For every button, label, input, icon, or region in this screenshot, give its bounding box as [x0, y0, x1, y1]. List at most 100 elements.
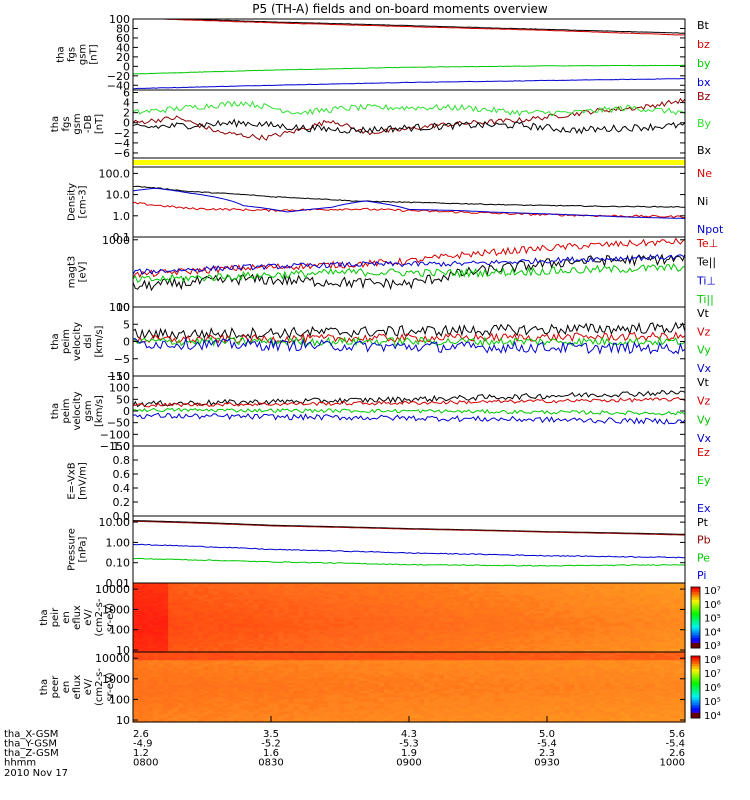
svg-text:[nT]: [nT] [94, 114, 105, 134]
colorbar-tick: 10⁸ [704, 655, 721, 666]
series-group-pressure [132, 520, 686, 567]
svg-text:tha: tha [50, 403, 61, 419]
y-tick-vgsm: −150 [100, 440, 130, 453]
colorbar-tick: 10⁵ [704, 697, 721, 708]
series-density-npot [132, 187, 685, 219]
series-temp-te [132, 237, 686, 279]
y-tick-vgsm: 100 [109, 382, 130, 395]
footer-value: 1.6 [263, 748, 279, 759]
svg-text:tha: tha [50, 333, 61, 349]
footer-value: -4.9 [133, 739, 153, 750]
panel-frame [132, 515, 686, 584]
series-vgsm-vz [132, 397, 686, 408]
panel-efield: 1.00.80.60.40.20.0 E=-VxB [mV/m] Ez Ey Ex [67, 440, 711, 523]
y-tick-fgs: 60 [116, 32, 130, 45]
panel-pressure: 10.00 1.00 0.10 0.01 Pressure [nPa] Pt Pb Pe Pi [67, 515, 711, 590]
legend-fgs-by: by [697, 57, 711, 70]
y-tick-vgsm: 0 [123, 405, 130, 418]
svg-text:fgs: fgs [67, 47, 78, 62]
y-tick-peir: 1000 [102, 603, 130, 616]
footer-row-label: tha_X-GSM [4, 729, 58, 740]
legend-density-ne: Ne [697, 167, 712, 180]
svg-text:gsm: gsm [78, 44, 89, 65]
y-tick-efield: 0.6 [113, 468, 131, 481]
svg-text:[eV]: [eV] [78, 262, 89, 283]
flag-bar [133, 160, 685, 165]
legend-vdsl-vy: Vy [697, 344, 711, 357]
footer-row-label: tha_Y-GSM [4, 739, 57, 750]
ephemeris-footer: tha_X-GSM 2.6 3.5 4.3 5.0 5.6 tha_Y-GSM -4.9 -5.… [4, 716, 686, 779]
footer-value: 2.3 [539, 748, 555, 759]
svg-text:E=-VxB: E=-VxB [67, 462, 78, 499]
y-tick-fgs: 80 [116, 22, 130, 35]
footer-value: -5.4 [665, 739, 685, 750]
legend-fgs-bx: bx [697, 76, 711, 89]
y-axis-label-fgs: tha fgs gsm [nT] [56, 44, 100, 65]
y-axis-label-density: Density [cm-3] [67, 183, 89, 221]
y-tick-vdsl: 0 [123, 336, 130, 349]
series-temp-ti [132, 253, 686, 275]
y-tick-efield: 0.2 [113, 496, 131, 509]
footer-value: 0900 [396, 758, 421, 769]
series-group-density [132, 185, 686, 219]
panel-flag [132, 157, 686, 168]
svg-text:velocity: velocity [72, 391, 83, 430]
svg-text:tha: tha [56, 46, 67, 62]
colorbar-tick: 10³ [704, 641, 721, 652]
panel-frame [132, 445, 686, 517]
series-fgs-by [132, 64, 686, 75]
legend-dbfgs-bz: Bz [697, 90, 711, 103]
y-tick-dbfgs: −4 [114, 137, 130, 150]
series-group-dbfgs [132, 97, 686, 141]
series-vgsm-vy [133, 407, 686, 416]
series-vgsm-vx [132, 412, 686, 425]
series-density-ni [132, 185, 686, 208]
footer-value: 1000 [660, 758, 685, 769]
panel-density: 100.0 10.0 1.0 0.1 Density [cm-3] Ne Ni Npot [67, 166, 724, 244]
footer-date: 2010 Nov 17 [4, 768, 68, 779]
y-tick-density: 100.0 [99, 167, 131, 180]
y-tick-pressure: 0.10 [106, 557, 131, 570]
y-tick-pressure: 10.00 [99, 516, 131, 529]
y-tick-pressure: 1.00 [106, 536, 131, 549]
series-pressure-pi [132, 543, 685, 559]
svg-text:velocity: velocity [72, 322, 83, 361]
legend-vgsm-vt: Vt [697, 376, 710, 389]
y-tick-efield: 0.4 [113, 482, 131, 495]
legend-pressure-pi: Pi [697, 569, 706, 582]
legend-vdsl-vt: Vt [697, 307, 710, 320]
footer-value: 3.5 [263, 729, 279, 740]
y-axis-label-dbfgs: tha fgs gsm -DB [nT] [50, 113, 105, 134]
colorbar-tick: 10⁷ [704, 586, 721, 597]
y-tick-peer: 1000 [102, 673, 130, 686]
plot-title: P5 (TH-A) fields and on-board moments ov… [252, 2, 548, 16]
svg-text:[km/s]: [km/s] [94, 395, 105, 427]
svg-text:(cm2-s-: (cm2-s- [94, 598, 105, 636]
legend-efield-ez: Ez [697, 446, 710, 459]
y-tick-vdsl: −10 [107, 370, 130, 383]
footer-value: 2.6 [669, 748, 685, 759]
footer-value: -5.3 [399, 739, 419, 750]
y-axis-label-peer: tha peer en eflux eV/(cm2-s-sr-eV) [39, 668, 116, 706]
colorbar-tick: 10⁶ [704, 600, 721, 611]
y-tick-dbfgs: 2 [123, 107, 130, 120]
y-tick-peir: 100 [109, 624, 130, 637]
svg-text:peir: peir [50, 607, 61, 627]
y-tick-peir: 10 [116, 644, 130, 657]
svg-text:magt3: magt3 [67, 256, 78, 289]
svg-text:dsl: dsl [83, 334, 94, 348]
series-group-temp [132, 237, 686, 292]
footer-value: 0830 [258, 758, 283, 769]
colorbar-peer: 10⁸ 10⁷ 10⁶ 10⁵ 10⁴ [690, 655, 721, 722]
y-tick-temp: 1000 [102, 234, 130, 247]
svg-text:[nPa]: [nPa] [78, 536, 89, 562]
y-tick-fgs: 0 [123, 60, 130, 73]
y-tick-vdsl: 5 [123, 318, 130, 331]
y-tick-dbfgs: 6 [123, 87, 130, 100]
legend-fgs-bz: bz [697, 38, 710, 51]
spectrogram-peir [133, 583, 686, 653]
